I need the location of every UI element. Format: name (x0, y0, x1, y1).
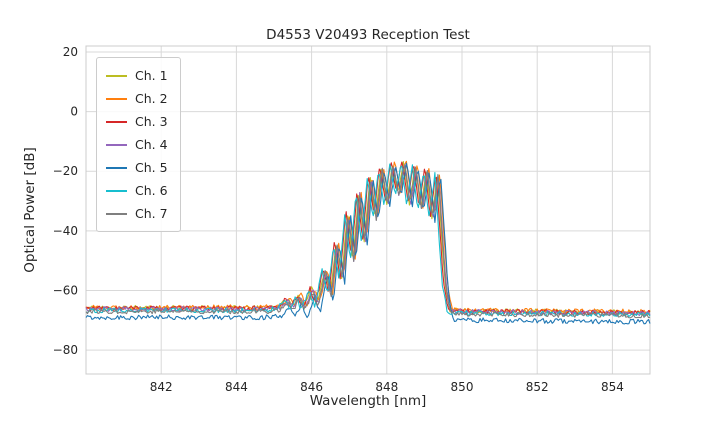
y-tick-label: −20 (53, 164, 78, 178)
legend: Ch. 1 Ch. 2 Ch. 3 Ch. 4 Ch. 5 Ch. 6 Ch. 7 (96, 57, 181, 232)
legend-line-swatch (106, 120, 127, 123)
legend-line-swatch (106, 212, 127, 215)
plot-frame (85, 45, 651, 375)
legend-label: Ch. 2 (135, 91, 168, 106)
x-tick-label: 852 (526, 380, 549, 394)
legend-line-swatch (106, 74, 127, 77)
legend-item-2: Ch. 2 (106, 87, 168, 110)
x-tick-label: 846 (300, 380, 323, 394)
legend-line-swatch (106, 143, 127, 146)
legend-item-3: Ch. 3 (106, 110, 168, 133)
x-tick-label: 842 (150, 380, 173, 394)
y-tick-label: −60 (53, 284, 78, 298)
legend-item-1: Ch. 1 (106, 64, 168, 87)
legend-label: Ch. 5 (135, 160, 168, 175)
legend-item-4: Ch. 4 (106, 133, 168, 156)
series-line-ch-7 (85, 165, 651, 319)
legend-item-6: Ch. 6 (106, 179, 168, 202)
y-axis-label: Optical Power [dB] (22, 147, 38, 273)
x-tick-label: 848 (375, 380, 398, 394)
y-tick-label: 0 (70, 105, 78, 119)
legend-line-swatch (106, 189, 127, 192)
x-tick-label: 844 (225, 380, 248, 394)
x-tick-label: 854 (601, 380, 624, 394)
y-tick-label: −40 (53, 224, 78, 238)
y-tick-label: 20 (63, 45, 78, 59)
x-tick-label: 850 (451, 380, 474, 394)
legend-label: Ch. 4 (135, 137, 168, 152)
legend-line-swatch (106, 97, 127, 100)
series-line-ch-4 (85, 164, 651, 316)
x-axis-label: Wavelength [nm] (309, 393, 427, 409)
legend-label: Ch. 7 (135, 206, 168, 221)
legend-label: Ch. 6 (135, 183, 168, 198)
legend-label: Ch. 3 (135, 114, 168, 129)
y-tick-label: −80 (53, 343, 78, 357)
legend-item-7: Ch. 7 (106, 202, 168, 225)
legend-label: Ch. 1 (135, 68, 168, 83)
series-line-ch-5 (85, 162, 651, 325)
legend-line-swatch (106, 166, 127, 169)
legend-item-5: Ch. 5 (106, 156, 168, 179)
chart-title: D4553 V20493 Reception Test (266, 27, 470, 43)
